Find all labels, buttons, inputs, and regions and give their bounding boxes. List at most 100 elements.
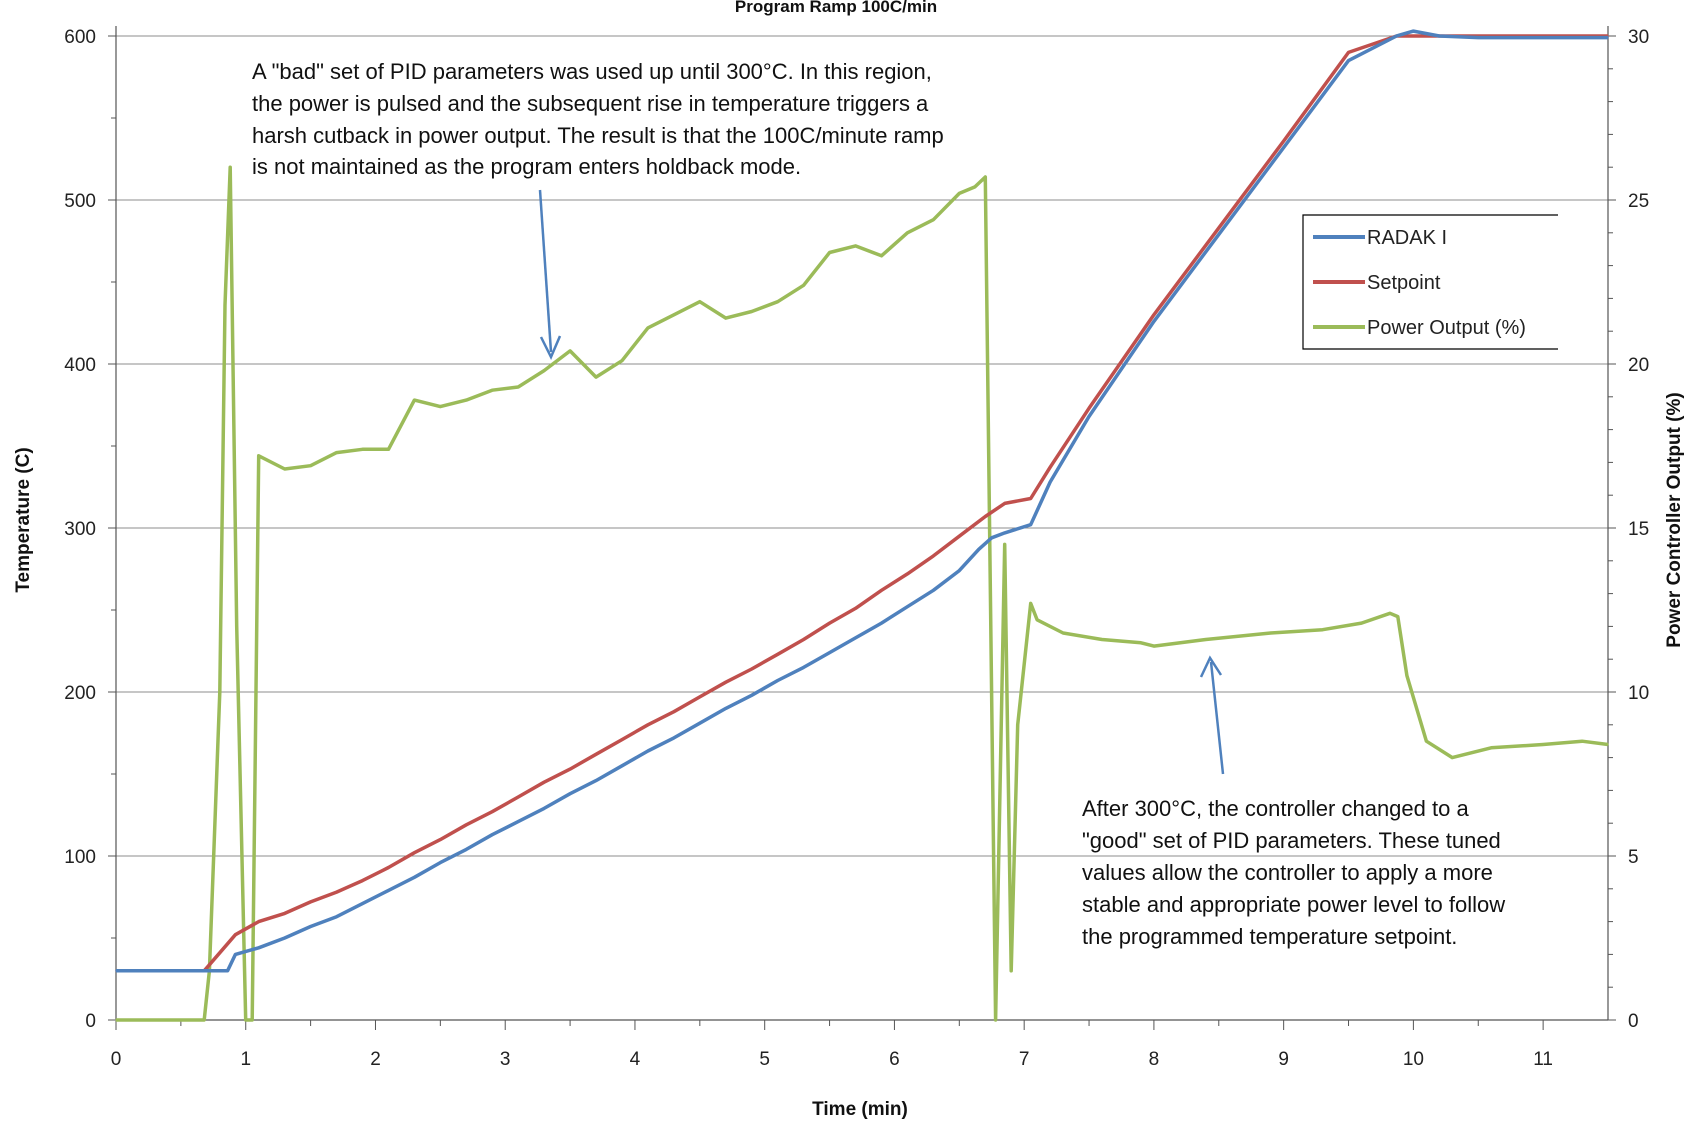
data-point-power-output bbox=[725, 317, 727, 319]
data-point-power-output bbox=[1389, 612, 1391, 615]
data-point-setpoint bbox=[854, 607, 857, 610]
data-point-power-output bbox=[1140, 642, 1142, 644]
data-point-radak bbox=[1218, 233, 1220, 236]
y2-axis-title: Power Controller Output (%) bbox=[1664, 392, 1684, 647]
data-point-setpoint bbox=[699, 696, 701, 698]
data-point-power-output bbox=[1607, 743, 1609, 746]
data-point-setpoint bbox=[647, 724, 649, 726]
data-point-power-output bbox=[984, 176, 987, 178]
data-point-power-output bbox=[1036, 619, 1038, 621]
x-tick-label: 8 bbox=[1149, 1049, 1160, 1070]
data-point-radak bbox=[621, 765, 623, 767]
x-tick-label: 3 bbox=[500, 1049, 511, 1070]
data-point-power-output bbox=[439, 405, 442, 408]
data-point-power-output bbox=[465, 399, 468, 401]
annotation-good-pid-line-4: stable and appropriate power level to fo… bbox=[1082, 892, 1505, 917]
annotation-bad-pid-arrow bbox=[538, 189, 553, 353]
data-point-radak bbox=[978, 548, 980, 551]
data-point-power-output bbox=[673, 314, 675, 316]
data-point-setpoint bbox=[283, 912, 286, 915]
data-point-power-output bbox=[1010, 970, 1012, 972]
data-point-radak bbox=[699, 722, 701, 724]
data-point-radak bbox=[413, 876, 416, 879]
x-tick-label: 10 bbox=[1403, 1049, 1424, 1070]
data-point-radak bbox=[361, 902, 364, 905]
data-point-power-output bbox=[115, 1019, 117, 1021]
data-point-radak bbox=[673, 737, 675, 739]
data-point-radak bbox=[234, 953, 237, 956]
data-point-power-output bbox=[1153, 645, 1155, 647]
data-point-radak bbox=[906, 605, 909, 608]
legend-label-setpoint: Setpoint bbox=[1367, 272, 1441, 294]
annotation-bad-pid-arrowhead bbox=[539, 335, 562, 360]
data-point-power-output bbox=[699, 300, 701, 303]
y2-tick-label: 30 bbox=[1628, 27, 1649, 48]
data-point-setpoint bbox=[1218, 227, 1220, 229]
data-point-setpoint bbox=[517, 796, 519, 798]
data-point-setpoint bbox=[569, 768, 571, 770]
data-point-radak bbox=[1477, 36, 1480, 39]
data-point-radak bbox=[647, 750, 649, 752]
data-point-power-output bbox=[1205, 638, 1207, 641]
data-point-power-output bbox=[257, 455, 260, 457]
data-point-setpoint bbox=[465, 824, 468, 826]
data-point-radak bbox=[335, 915, 338, 918]
data-point-setpoint bbox=[1282, 140, 1285, 142]
data-point-power-output bbox=[880, 255, 883, 257]
data-point-power-output bbox=[958, 192, 961, 195]
data-point-power-output bbox=[1101, 638, 1103, 641]
data-point-radak bbox=[725, 707, 727, 710]
data-point-radak bbox=[387, 889, 390, 892]
data-point-power-output bbox=[1406, 674, 1408, 677]
data-point-radak bbox=[439, 861, 442, 864]
data-point-radak bbox=[1153, 320, 1155, 323]
data-point-radak bbox=[1088, 415, 1090, 418]
y-tick-label: 600 bbox=[64, 27, 96, 48]
data-point-radak bbox=[1412, 30, 1415, 32]
data-point-setpoint bbox=[335, 891, 338, 893]
data-point-radak bbox=[1029, 523, 1032, 526]
y2-tick-label: 25 bbox=[1628, 191, 1649, 212]
annotation-bad-pid-line-1: A "bad" set of PID parameters was used u… bbox=[252, 59, 932, 84]
data-point-setpoint bbox=[750, 668, 753, 670]
data-point-setpoint bbox=[491, 810, 494, 813]
data-point-power-output bbox=[1016, 724, 1019, 726]
data-point-radak bbox=[115, 970, 117, 972]
x-tick-label: 6 bbox=[889, 1049, 900, 1070]
data-point-radak bbox=[283, 937, 286, 939]
gridlines bbox=[116, 35, 1608, 857]
data-point-radak bbox=[1049, 481, 1051, 483]
data-point-power-output bbox=[229, 166, 231, 168]
data-point-radak bbox=[491, 833, 494, 836]
data-point-radak bbox=[1542, 36, 1544, 39]
axes bbox=[108, 26, 1616, 1030]
data-point-power-output bbox=[994, 1019, 997, 1021]
data-point-power-output bbox=[543, 369, 545, 372]
y-tick-label: 500 bbox=[64, 191, 96, 212]
data-point-radak bbox=[595, 779, 597, 782]
data-point-radak bbox=[828, 651, 831, 654]
legend: RADAK I Setpoint Power Output (%) bbox=[1302, 214, 1558, 350]
data-point-power-output bbox=[776, 300, 779, 303]
data-point-power-output bbox=[854, 245, 857, 247]
data-point-setpoint bbox=[1347, 51, 1350, 54]
data-point-power-output bbox=[1451, 756, 1454, 759]
annotation-bad-pid-line-3: harsh cutback in power output. The resul… bbox=[252, 123, 944, 148]
data-point-power-output bbox=[219, 691, 221, 693]
data-point-setpoint bbox=[828, 622, 831, 624]
annotation-bad-pid: A "bad" set of PID parameters was used u… bbox=[252, 59, 944, 360]
data-point-power-output bbox=[828, 251, 831, 254]
data-point-radak bbox=[854, 637, 857, 639]
x-tick-label: 9 bbox=[1278, 1049, 1289, 1070]
data-point-setpoint bbox=[257, 920, 260, 923]
x-tick-label: 1 bbox=[240, 1049, 251, 1070]
data-point-power-output bbox=[203, 1019, 205, 1021]
annotation-good-pid-arrow bbox=[1209, 661, 1225, 775]
data-point-power-output bbox=[335, 451, 338, 454]
data-point-setpoint bbox=[413, 851, 416, 854]
data-point-power-output bbox=[1425, 740, 1428, 742]
data-point-power-output bbox=[361, 448, 364, 451]
y-tick-label: 400 bbox=[64, 355, 96, 376]
